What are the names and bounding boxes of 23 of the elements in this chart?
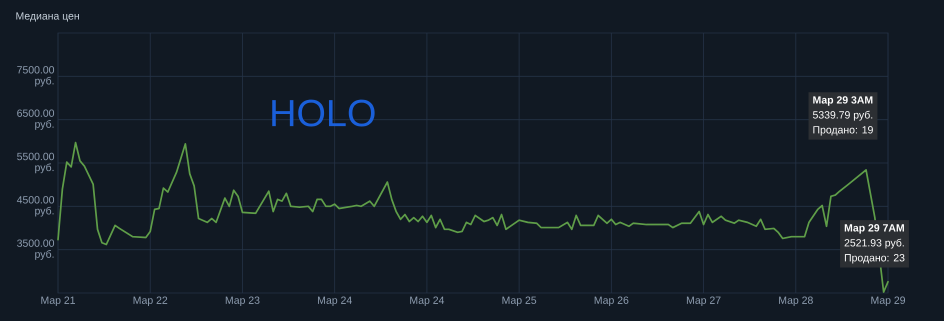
annotation: HOLO [272,100,375,126]
x-tick-label: Мар 24 [318,296,352,306]
annotation: 5339.79 руб. [812,110,872,121]
y-tick-label: 3500.00 руб. [17,239,54,260]
y-tick-label: 5500.00 руб. [17,152,54,174]
x-tick-label: Мар 27 [686,296,721,306]
annotation: Мар 29 3AM [813,96,872,106]
x-tick-label: Мар 28 [779,296,813,306]
annotation: Продано: 23 [844,254,904,264]
y-tick-label: 7500.00 руб. [17,66,54,87]
x-tick-label: Мар 29 [871,296,906,306]
y-tick-label: 4500.00 руб. [16,196,54,217]
y-tick-label: 6500.00 руб. [17,109,54,130]
x-tick-label: Мар 22 [134,296,168,306]
x-tick-label: Мар 24 [410,296,444,306]
annotation: 2521.93 руб. [844,238,904,249]
x-tick-label: Мар 26 [594,296,628,306]
annotation: Мар 29 7AM [844,224,904,234]
annotation: Продано: 19 [813,126,873,136]
x-tick-label: Мар 21 [41,296,75,306]
x-tick-label: Мар 23 [226,296,260,306]
chart-title: Медиана цен [16,12,79,22]
x-tick-label: Мар 25 [502,296,536,306]
